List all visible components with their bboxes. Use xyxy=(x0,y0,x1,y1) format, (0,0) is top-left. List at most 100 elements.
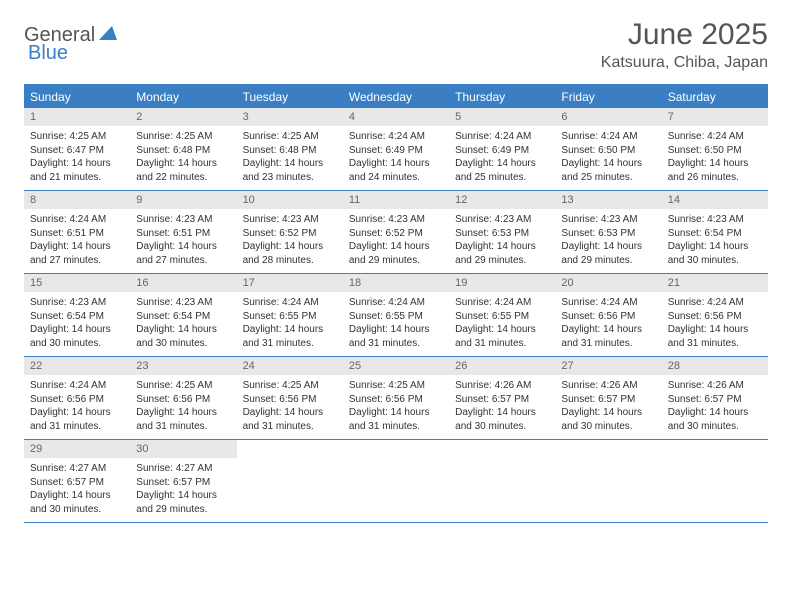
day-ss: Sunset: 6:56 PM xyxy=(136,393,230,407)
day-ss: Sunset: 6:50 PM xyxy=(561,144,655,158)
day-info: Sunrise: 4:26 AMSunset: 6:57 PMDaylight:… xyxy=(662,375,768,433)
day-d1: Daylight: 14 hours xyxy=(136,323,230,337)
day-d1: Daylight: 14 hours xyxy=(30,406,124,420)
day-sr: Sunrise: 4:24 AM xyxy=(668,296,762,310)
day-cell: 13Sunrise: 4:23 AMSunset: 6:53 PMDayligh… xyxy=(555,191,661,273)
day-d1: Daylight: 14 hours xyxy=(455,406,549,420)
day-sr: Sunrise: 4:24 AM xyxy=(243,296,337,310)
day-ss: Sunset: 6:54 PM xyxy=(30,310,124,324)
day-info: Sunrise: 4:23 AMSunset: 6:52 PMDaylight:… xyxy=(237,209,343,267)
day-sr: Sunrise: 4:23 AM xyxy=(136,296,230,310)
day-info: Sunrise: 4:24 AMSunset: 6:56 PMDaylight:… xyxy=(662,292,768,350)
week-row: 8Sunrise: 4:24 AMSunset: 6:51 PMDaylight… xyxy=(24,191,768,274)
day-info: Sunrise: 4:23 AMSunset: 6:53 PMDaylight:… xyxy=(449,209,555,267)
day-cell: 17Sunrise: 4:24 AMSunset: 6:55 PMDayligh… xyxy=(237,274,343,356)
day-number: 25 xyxy=(343,357,449,375)
day-info: Sunrise: 4:24 AMSunset: 6:56 PMDaylight:… xyxy=(24,375,130,433)
day-d1: Daylight: 14 hours xyxy=(30,157,124,171)
day-d2: and 31 minutes. xyxy=(349,337,443,351)
day-d1: Daylight: 14 hours xyxy=(349,406,443,420)
day-info: Sunrise: 4:25 AMSunset: 6:48 PMDaylight:… xyxy=(130,126,236,184)
day-ss: Sunset: 6:56 PM xyxy=(243,393,337,407)
day-cell: 3Sunrise: 4:25 AMSunset: 6:48 PMDaylight… xyxy=(237,108,343,190)
day-info: Sunrise: 4:23 AMSunset: 6:53 PMDaylight:… xyxy=(555,209,661,267)
day-sr: Sunrise: 4:26 AM xyxy=(455,379,549,393)
day-d2: and 30 minutes. xyxy=(30,503,124,517)
day-d2: and 31 minutes. xyxy=(455,337,549,351)
day-cell: 8Sunrise: 4:24 AMSunset: 6:51 PMDaylight… xyxy=(24,191,130,273)
day-number: 14 xyxy=(662,191,768,209)
day-d2: and 26 minutes. xyxy=(668,171,762,185)
day-d2: and 24 minutes. xyxy=(349,171,443,185)
dow-monday: Monday xyxy=(130,86,236,108)
logo-blue: Blue xyxy=(28,42,68,64)
day-sr: Sunrise: 4:24 AM xyxy=(349,130,443,144)
day-info: Sunrise: 4:23 AMSunset: 6:54 PMDaylight:… xyxy=(24,292,130,350)
day-info: Sunrise: 4:24 AMSunset: 6:49 PMDaylight:… xyxy=(343,126,449,184)
day-number: 30 xyxy=(130,440,236,458)
day-ss: Sunset: 6:48 PM xyxy=(243,144,337,158)
day-info: Sunrise: 4:27 AMSunset: 6:57 PMDaylight:… xyxy=(24,458,130,516)
day-info: Sunrise: 4:24 AMSunset: 6:51 PMDaylight:… xyxy=(24,209,130,267)
day-sr: Sunrise: 4:25 AM xyxy=(243,130,337,144)
day-cell: 16Sunrise: 4:23 AMSunset: 6:54 PMDayligh… xyxy=(130,274,236,356)
day-info: Sunrise: 4:25 AMSunset: 6:56 PMDaylight:… xyxy=(130,375,236,433)
day-ss: Sunset: 6:57 PM xyxy=(668,393,762,407)
dow-thursday: Thursday xyxy=(449,86,555,108)
day-number: 13 xyxy=(555,191,661,209)
title-block: June 2025 Katsuura, Chiba, Japan xyxy=(601,18,768,72)
day-ss: Sunset: 6:56 PM xyxy=(668,310,762,324)
day-number: 2 xyxy=(130,108,236,126)
day-number: 4 xyxy=(343,108,449,126)
day-sr: Sunrise: 4:23 AM xyxy=(30,296,124,310)
day-d1: Daylight: 14 hours xyxy=(30,489,124,503)
dow-friday: Friday xyxy=(555,86,661,108)
day-cell: 11Sunrise: 4:23 AMSunset: 6:52 PMDayligh… xyxy=(343,191,449,273)
week-row: 1Sunrise: 4:25 AMSunset: 6:47 PMDaylight… xyxy=(24,108,768,191)
day-cell: 7Sunrise: 4:24 AMSunset: 6:50 PMDaylight… xyxy=(662,108,768,190)
day-ss: Sunset: 6:49 PM xyxy=(455,144,549,158)
day-ss: Sunset: 6:56 PM xyxy=(349,393,443,407)
day-cell: 9Sunrise: 4:23 AMSunset: 6:51 PMDaylight… xyxy=(130,191,236,273)
day-ss: Sunset: 6:53 PM xyxy=(455,227,549,241)
day-d2: and 30 minutes. xyxy=(136,337,230,351)
day-cell: 29Sunrise: 4:27 AMSunset: 6:57 PMDayligh… xyxy=(24,440,130,522)
logo-blue-line: Blue xyxy=(28,42,68,65)
day-d2: and 30 minutes. xyxy=(30,337,124,351)
day-cell: 15Sunrise: 4:23 AMSunset: 6:54 PMDayligh… xyxy=(24,274,130,356)
week-row: 29Sunrise: 4:27 AMSunset: 6:57 PMDayligh… xyxy=(24,440,768,523)
day-sr: Sunrise: 4:23 AM xyxy=(455,213,549,227)
day-cell: 6Sunrise: 4:24 AMSunset: 6:50 PMDaylight… xyxy=(555,108,661,190)
day-number: 7 xyxy=(662,108,768,126)
day-d1: Daylight: 14 hours xyxy=(30,240,124,254)
day-ss: Sunset: 6:50 PM xyxy=(668,144,762,158)
header: General June 2025 Katsuura, Chiba, Japan xyxy=(24,18,768,72)
day-info: Sunrise: 4:25 AMSunset: 6:48 PMDaylight:… xyxy=(237,126,343,184)
day-d1: Daylight: 14 hours xyxy=(561,406,655,420)
day-sr: Sunrise: 4:24 AM xyxy=(455,130,549,144)
day-info: Sunrise: 4:26 AMSunset: 6:57 PMDaylight:… xyxy=(449,375,555,433)
day-d1: Daylight: 14 hours xyxy=(243,240,337,254)
day-d1: Daylight: 14 hours xyxy=(30,323,124,337)
day-sr: Sunrise: 4:27 AM xyxy=(30,462,124,476)
day-cell: 14Sunrise: 4:23 AMSunset: 6:54 PMDayligh… xyxy=(662,191,768,273)
day-cell: 23Sunrise: 4:25 AMSunset: 6:56 PMDayligh… xyxy=(130,357,236,439)
day-ss: Sunset: 6:57 PM xyxy=(455,393,549,407)
day-ss: Sunset: 6:51 PM xyxy=(30,227,124,241)
day-sr: Sunrise: 4:25 AM xyxy=(136,379,230,393)
day-ss: Sunset: 6:47 PM xyxy=(30,144,124,158)
day-d2: and 25 minutes. xyxy=(455,171,549,185)
day-sr: Sunrise: 4:27 AM xyxy=(136,462,230,476)
dow-row: Sunday Monday Tuesday Wednesday Thursday… xyxy=(24,86,768,108)
day-d2: and 29 minutes. xyxy=(136,503,230,517)
day-d2: and 31 minutes. xyxy=(136,420,230,434)
day-d2: and 31 minutes. xyxy=(349,420,443,434)
day-info: Sunrise: 4:23 AMSunset: 6:54 PMDaylight:… xyxy=(662,209,768,267)
day-number: 23 xyxy=(130,357,236,375)
day-sr: Sunrise: 4:23 AM xyxy=(243,213,337,227)
day-cell: 12Sunrise: 4:23 AMSunset: 6:53 PMDayligh… xyxy=(449,191,555,273)
day-d1: Daylight: 14 hours xyxy=(561,157,655,171)
day-number: 6 xyxy=(555,108,661,126)
day-number: 17 xyxy=(237,274,343,292)
day-number: 15 xyxy=(24,274,130,292)
